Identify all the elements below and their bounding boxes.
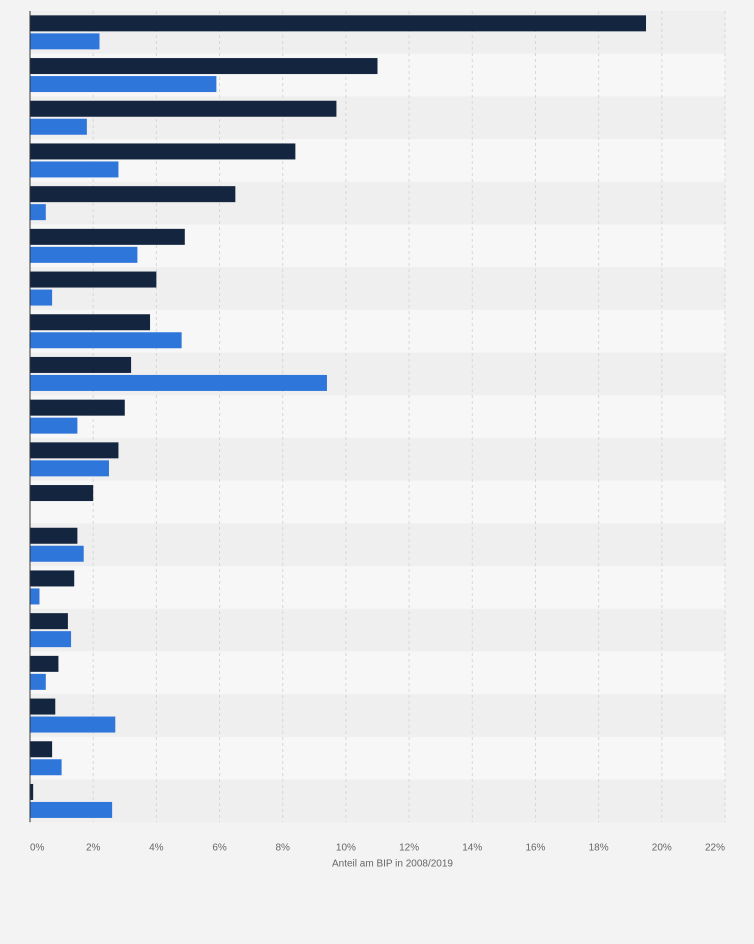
x-tick-label: 8% (276, 842, 291, 853)
bar-series-1[interactable] (30, 570, 75, 587)
row-band (30, 694, 725, 737)
bar-series-2[interactable] (30, 332, 182, 349)
bar-series-1[interactable] (30, 527, 78, 544)
row-band (30, 438, 725, 481)
bar-series-2[interactable] (30, 246, 138, 263)
bar-series-2[interactable] (30, 631, 72, 648)
x-tick-label: 14% (462, 842, 482, 853)
row-bands (30, 11, 725, 823)
x-tick-labels: 0% 2% 4% 6% 8% 10% 12% 14% 16% 18% 20% 22% (30, 842, 725, 853)
bar-series-2[interactable] (30, 161, 119, 178)
bar-series-2[interactable] (30, 417, 78, 434)
bar-series-1[interactable] (30, 356, 132, 373)
x-tick-label: 18% (589, 842, 609, 853)
x-tick-label: 4% (149, 842, 164, 853)
bar-series-2[interactable] (30, 673, 46, 690)
row-band (30, 736, 725, 780)
bar-series-1[interactable] (30, 100, 337, 117)
bar-series-1[interactable] (30, 698, 56, 715)
bar-series-2[interactable] (30, 545, 84, 562)
x-tick-label: 22% (705, 842, 725, 853)
bar-series-1[interactable] (30, 15, 647, 32)
bar-series-2[interactable] (30, 588, 40, 605)
x-tick-label: 2% (86, 842, 101, 853)
bar-series-2[interactable] (30, 759, 62, 776)
bar-series-2[interactable] (30, 716, 116, 733)
bar-series-1[interactable] (30, 655, 59, 672)
row-band (30, 480, 725, 524)
x-tick-label: 6% (212, 842, 227, 853)
bar-series-1[interactable] (30, 613, 68, 630)
bar-series-2[interactable] (30, 118, 87, 135)
x-axis-label: Anteil am BIP in 2008/2019 (332, 858, 453, 869)
bar-series-2[interactable] (30, 76, 217, 93)
bar-series-2[interactable] (30, 374, 327, 391)
x-tick-label: 20% (652, 842, 672, 853)
bar-series-1[interactable] (30, 186, 236, 203)
row-band (30, 395, 725, 438)
bar-series-2[interactable] (30, 460, 109, 477)
bar-series-2[interactable] (30, 33, 100, 50)
bar-series-2[interactable] (30, 801, 113, 818)
bar-series-1[interactable] (30, 314, 151, 331)
x-tick-label: 12% (399, 842, 419, 853)
x-tick-label: 10% (336, 842, 356, 853)
bar-series-1[interactable] (30, 228, 185, 245)
bar-series-1[interactable] (30, 143, 296, 160)
x-tick-label: 0% (30, 842, 45, 853)
bar-series-1[interactable] (30, 741, 53, 758)
x-tick-label: 16% (525, 842, 545, 853)
row-band (30, 523, 725, 567)
bar-series-2[interactable] (30, 289, 53, 306)
bar-series-1[interactable] (30, 783, 34, 800)
bar-series-1[interactable] (30, 442, 119, 459)
bar-series-1[interactable] (30, 271, 157, 288)
row-band (30, 566, 725, 609)
row-band (30, 779, 725, 823)
bars (30, 15, 647, 818)
bar-series-1[interactable] (30, 399, 125, 416)
row-band (30, 608, 725, 652)
bar-series-1[interactable] (30, 485, 94, 502)
row-band (30, 651, 725, 695)
bar-series-2[interactable] (30, 204, 46, 221)
bar-series-1[interactable] (30, 58, 378, 75)
